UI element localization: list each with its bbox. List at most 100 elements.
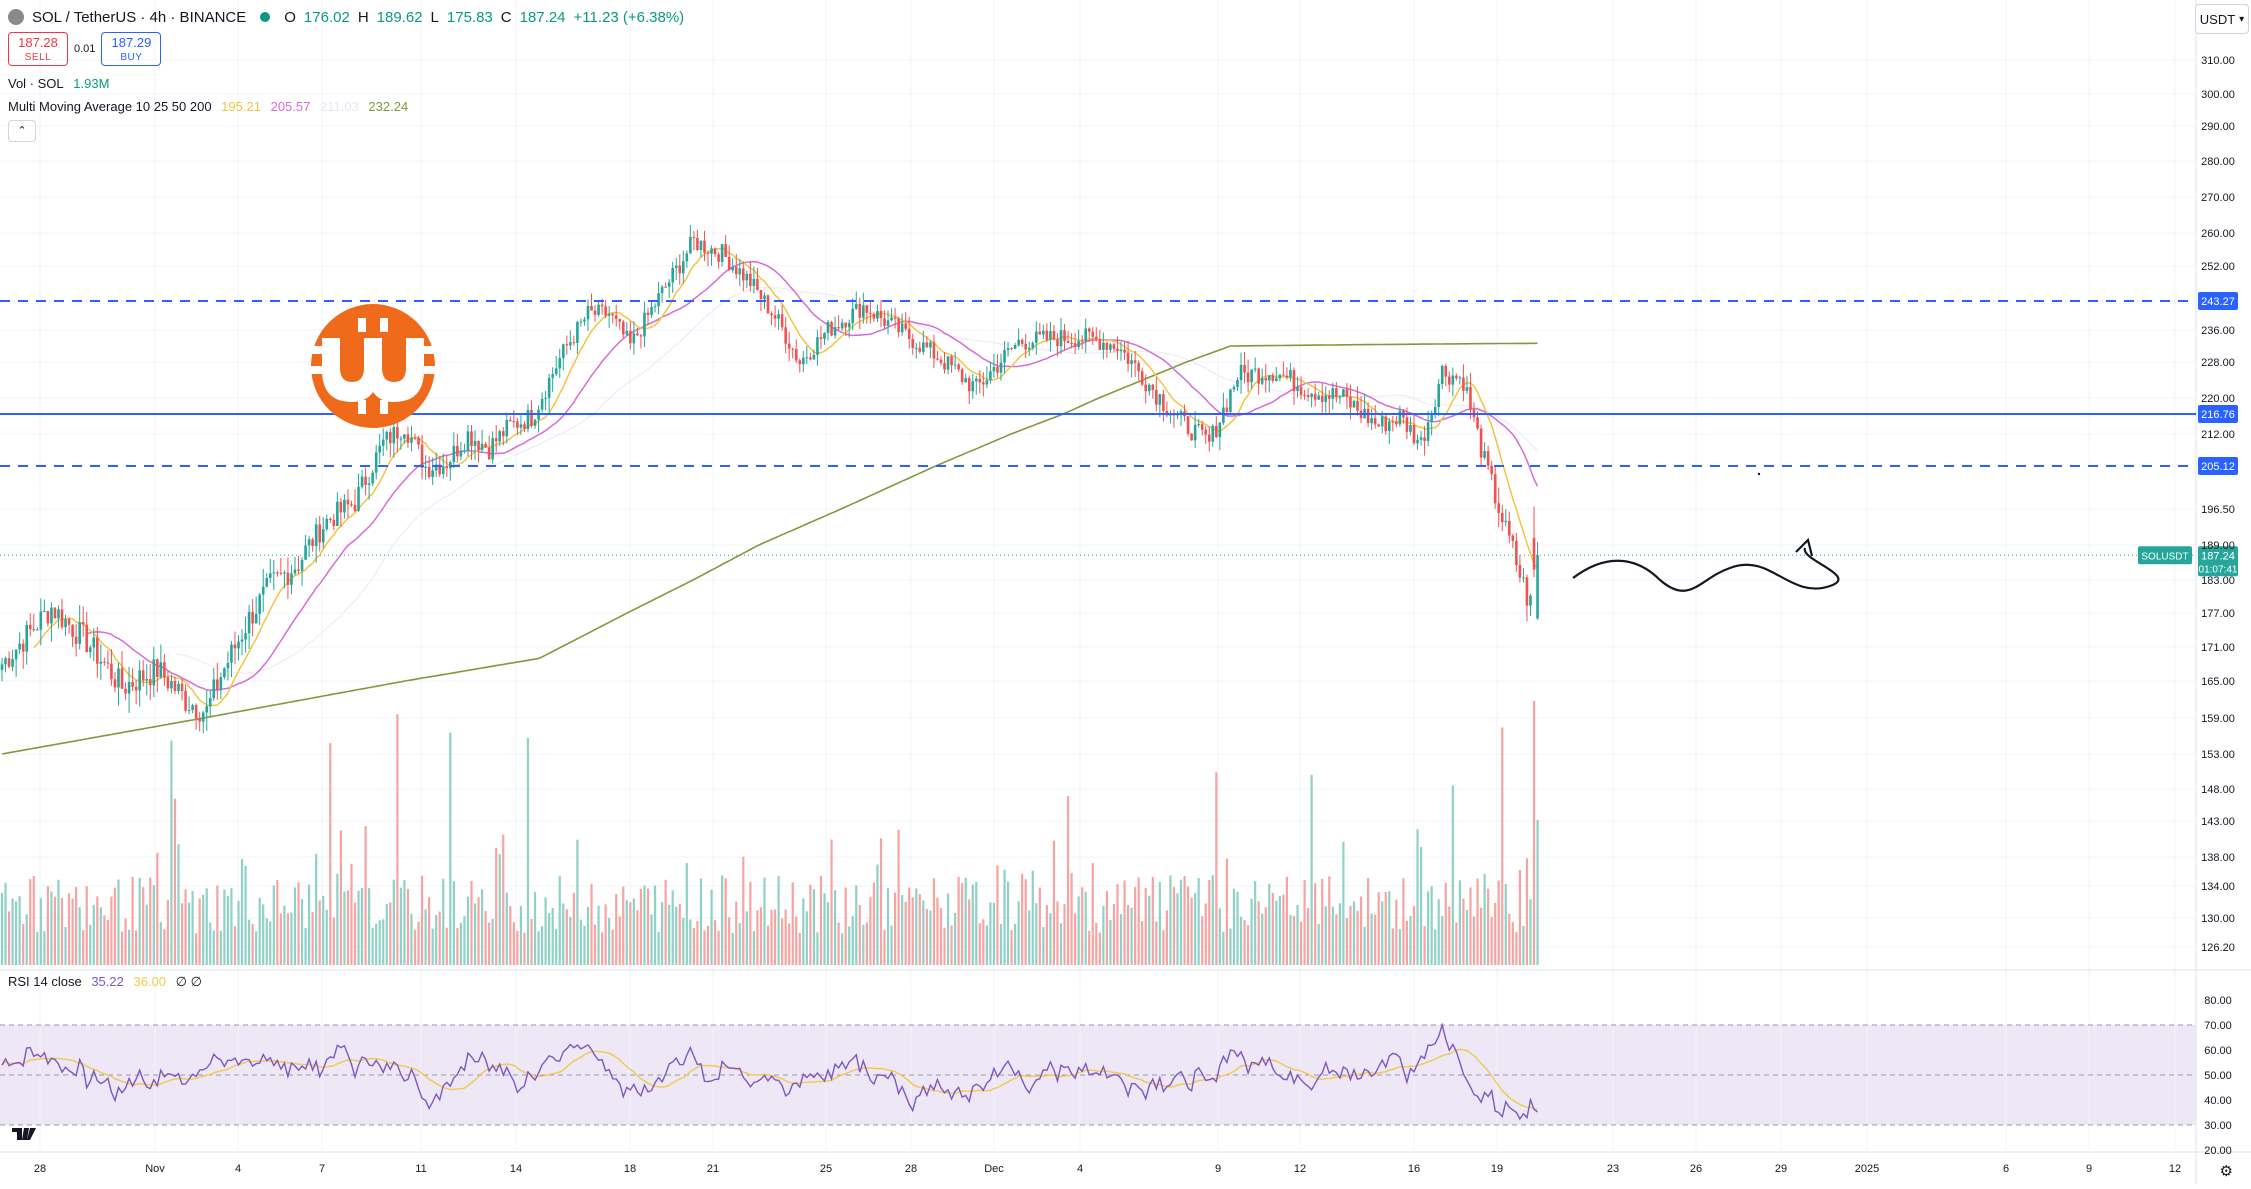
candle: [802, 350, 805, 373]
rsi-legend[interactable]: RSI 14 close 35.22 36.00 ∅ ∅: [8, 974, 208, 990]
candle-body: [523, 424, 526, 429]
candle-body: [346, 499, 350, 505]
candle-body: [261, 586, 265, 595]
volume-bar: [216, 885, 219, 965]
currency-selector[interactable]: USDT ▾: [2195, 4, 2249, 34]
candle: [713, 247, 717, 258]
candle: [1140, 367, 1144, 387]
candle-body: [1320, 395, 1324, 402]
candle-body: [671, 267, 674, 283]
candle: [1486, 445, 1490, 470]
candle: [491, 431, 494, 464]
candle: [406, 426, 410, 448]
candle-body: [1522, 577, 1525, 579]
candle-body: [756, 278, 759, 291]
candle: [869, 301, 872, 324]
candle-body: [780, 314, 784, 328]
candle: [1130, 353, 1133, 378]
candle-body: [802, 357, 805, 365]
candle: [953, 351, 957, 370]
candle-body: [607, 314, 611, 316]
volume-bar: [1098, 932, 1101, 965]
candle-body: [533, 419, 537, 426]
volume-bar: [537, 931, 540, 965]
volume-bar: [276, 880, 279, 965]
candle: [480, 429, 484, 453]
candle-body: [1162, 394, 1165, 411]
candle-body: [1465, 387, 1469, 391]
candle-body: [491, 438, 494, 460]
mma-legend[interactable]: Multi Moving Average 10 25 50 200 195.21…: [8, 99, 414, 114]
candle-body: [1246, 372, 1250, 383]
candle-body: [399, 438, 403, 440]
volume-bar: [1285, 876, 1289, 965]
volume-bar: [586, 906, 590, 965]
candle: [1197, 419, 1200, 428]
volume-bar: [841, 933, 844, 965]
volume-bar: [1049, 913, 1052, 965]
candle-body: [1313, 393, 1317, 400]
volume-bar: [773, 909, 777, 965]
volume-legend[interactable]: Vol · SOL 1.93M: [8, 76, 115, 91]
candle: [727, 245, 731, 271]
candle-body: [1087, 328, 1091, 332]
symbol-title[interactable]: SOL / TetherUS · 4h · BINANCE: [32, 8, 247, 26]
volume-bar: [173, 798, 177, 965]
candle: [625, 322, 629, 336]
volume-bar: [357, 890, 360, 965]
buy-button[interactable]: 187.29 BUY: [101, 32, 162, 66]
volume-bar: [53, 896, 57, 965]
candle-body: [1073, 343, 1077, 347]
candle: [1285, 367, 1289, 380]
price-label-badge: 205.12: [2198, 457, 2238, 475]
collapse-legend-button[interactable]: ⌃: [8, 120, 36, 142]
candle-body: [392, 427, 396, 444]
volume-bar: [1066, 796, 1070, 965]
candle: [1200, 420, 1204, 436]
volume-bar: [1165, 910, 1168, 965]
volume-bar: [1126, 905, 1130, 965]
volume-bar: [212, 930, 215, 965]
tradingview-logo-icon[interactable]: [10, 1124, 44, 1150]
candle: [11, 649, 14, 672]
candle-body: [840, 322, 844, 329]
candle-body: [1077, 340, 1080, 347]
candle-body: [576, 322, 579, 343]
volume-bar: [869, 897, 872, 965]
candle: [441, 453, 445, 479]
candle: [283, 570, 286, 589]
volume-bar: [463, 916, 466, 965]
candle: [1271, 372, 1275, 384]
candle-body: [1063, 330, 1066, 342]
candle: [936, 350, 939, 361]
candle: [1490, 460, 1493, 481]
volume-bar: [862, 924, 865, 965]
candle: [96, 626, 99, 678]
sell-button[interactable]: 187.28 SELL: [8, 32, 68, 66]
chevron-down-icon: ▾: [2239, 13, 2245, 25]
volume-bar: [1190, 897, 1193, 965]
volume-bar: [572, 892, 575, 965]
candle-body: [600, 304, 604, 307]
candle: [85, 611, 89, 653]
candle-body: [876, 311, 879, 319]
candle: [46, 610, 50, 627]
candle: [833, 316, 837, 339]
candle: [1303, 389, 1306, 400]
volume-bar: [410, 913, 413, 965]
candle: [653, 303, 657, 313]
volume-bar: [322, 895, 325, 965]
candle-body: [696, 237, 699, 250]
volume-bar: [1437, 899, 1440, 965]
candle: [1070, 333, 1073, 349]
candle: [268, 558, 272, 584]
volume-bar: [639, 888, 643, 965]
candle: [756, 267, 759, 291]
volume-bar: [1465, 909, 1469, 965]
settings-gear-icon[interactable]: ⚙: [2219, 1163, 2233, 1180]
candle-body: [156, 659, 159, 678]
candle: [28, 613, 32, 637]
candle-body: [1267, 375, 1271, 381]
